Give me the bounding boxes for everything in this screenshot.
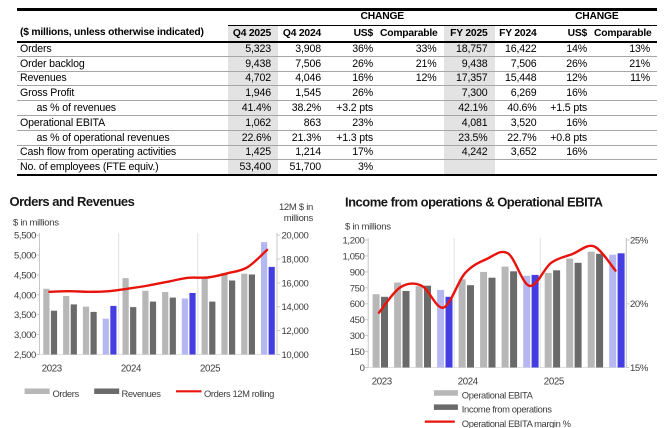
svg-text:Operational EBITA margin %: Operational EBITA margin %: [462, 418, 571, 428]
svg-text:3,500: 3,500: [14, 310, 36, 321]
svg-text:18,000: 18,000: [282, 255, 309, 266]
svg-text:Operational EBITA: Operational EBITA: [462, 390, 534, 401]
svg-text:16,000: 16,000: [282, 278, 309, 289]
svg-text:900: 900: [350, 267, 365, 278]
svg-text:1,200: 1,200: [342, 236, 364, 247]
svg-text:10,000: 10,000: [282, 350, 309, 361]
svg-text:300: 300: [350, 331, 365, 342]
svg-text:150: 150: [350, 347, 365, 358]
svg-text:5,500: 5,500: [14, 231, 36, 242]
svg-text:$ in millions: $ in millions: [345, 222, 391, 233]
svg-text:450: 450: [350, 315, 365, 326]
svg-text:20%: 20%: [630, 299, 649, 310]
svg-text:Income from operations: Income from operations: [462, 404, 552, 415]
svg-text:4,500: 4,500: [14, 270, 36, 281]
svg-text:12,000: 12,000: [282, 326, 309, 337]
svg-text:0: 0: [360, 363, 365, 374]
svg-text:2023: 2023: [42, 364, 62, 375]
svg-text:Revenues: Revenues: [122, 388, 162, 399]
svg-text:Orders: Orders: [53, 388, 80, 399]
svg-text:2025: 2025: [200, 364, 220, 375]
svg-text:750: 750: [350, 283, 365, 294]
svg-text:$ in millions: $ in millions: [13, 218, 59, 229]
svg-text:2024: 2024: [121, 364, 142, 375]
svg-text:millions: millions: [284, 213, 314, 224]
svg-text:Income from operations & Opera: Income from operations & Operational EBI…: [345, 195, 604, 210]
svg-text:2025: 2025: [544, 376, 564, 387]
svg-text:15%: 15%: [630, 363, 649, 374]
svg-text:3,000: 3,000: [14, 330, 36, 341]
svg-text:4,000: 4,000: [14, 290, 36, 301]
svg-text:Orders 12M rolling: Orders 12M rolling: [204, 388, 274, 399]
svg-text:5,000: 5,000: [14, 251, 36, 262]
svg-text:Orders and Revenues: Orders and Revenues: [10, 194, 135, 209]
svg-text:1,050: 1,050: [342, 251, 364, 262]
svg-text:25%: 25%: [630, 236, 649, 247]
svg-text:600: 600: [350, 299, 365, 310]
svg-text:2024: 2024: [458, 376, 479, 387]
svg-text:2,500: 2,500: [14, 350, 36, 361]
svg-text:12M $ in: 12M $ in: [279, 202, 313, 213]
svg-text:14,000: 14,000: [282, 302, 309, 313]
svg-text:2023: 2023: [372, 376, 392, 387]
svg-text:20,000: 20,000: [282, 231, 309, 242]
